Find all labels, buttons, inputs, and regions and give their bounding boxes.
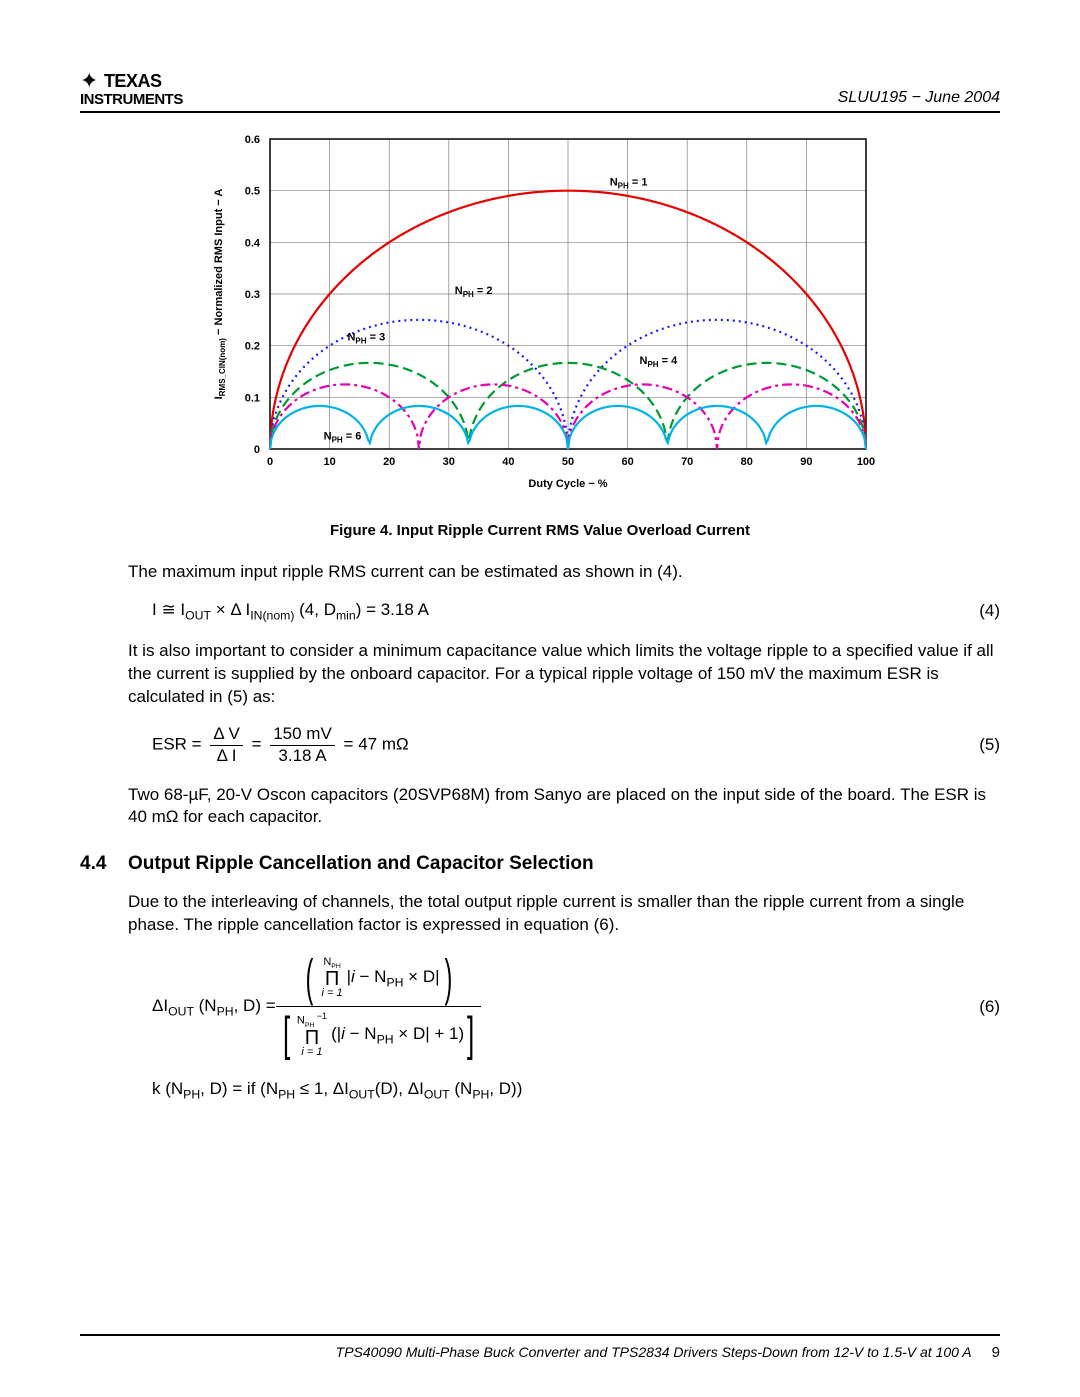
svg-text:40: 40 <box>502 456 514 468</box>
chart-svg: 0 10 20 30 40 50 60 70 80 90 100 0 0.1 0.2 0.3 0.4 0.5 0.… <box>200 131 880 501</box>
svg-text:NPH = 2: NPH = 2 <box>455 285 493 299</box>
svg-text:NPH = 3: NPH = 3 <box>347 332 385 346</box>
ti-icon: ✦ <box>80 68 98 93</box>
eq5-num: (5) <box>979 735 1000 755</box>
doc-meta: SLUU195 − June 2004 <box>838 89 1000 107</box>
logo-bottom: INSTRUMENTS <box>80 92 183 107</box>
svg-text:0.4: 0.4 <box>245 237 261 249</box>
eq5-frac1: Δ V Δ I <box>210 725 242 765</box>
eq4-body: I ≅ IOUT × Δ IIN(nom) (4, Dmin) = 3.18 A <box>152 600 429 622</box>
eq6-frac: ( NPH Π i = 1 |i − NPH × D| ) <box>276 953 482 1060</box>
equation-6b: k (NPH, D) = if (NPH ≤ 1, ΔIOUT(D), ΔIOU… <box>80 1079 1000 1101</box>
paragraph-4: Due to the interleaving of channels, the… <box>80 891 1000 937</box>
svg-text:20: 20 <box>383 456 395 468</box>
figure-caption: Figure 4. Input Ripple Current RMS Value… <box>80 522 1000 539</box>
svg-text:0.3: 0.3 <box>245 289 260 301</box>
product-top: NPH Π i = 1 <box>321 957 342 1000</box>
svg-text:10: 10 <box>323 456 335 468</box>
ripple-chart: 0 10 20 30 40 50 60 70 80 90 100 0 0.1 0.2 0.3 0.4 0.5 0.… <box>200 131 880 506</box>
ti-logo: ✦ TEXAS INSTRUMENTS <box>80 70 183 107</box>
equation-4: I ≅ IOUT × Δ IIN(nom) (4, Dmin) = 3.18 A… <box>80 600 1000 622</box>
svg-text:0: 0 <box>267 456 273 468</box>
equation-6: ΔIOUT (NPH, D) = ( NPH Π i = 1 |i − NPH … <box>80 953 1000 1060</box>
header: ✦ TEXAS INSTRUMENTS SLUU195 − June 2004 <box>80 70 1000 113</box>
section-heading: 4.4 Output Ripple Cancellation and Capac… <box>80 853 1000 875</box>
svg-text:0.5: 0.5 <box>245 186 260 198</box>
product-bot: NPH −1 Π i = 1 <box>297 1012 327 1059</box>
eq5-frac2: 150 mV 3.18 A <box>270 725 335 765</box>
eq6-num: (6) <box>979 997 1000 1017</box>
eq5-body: ESR = Δ V Δ I = 150 mV 3.18 A = 47 mΩ <box>152 725 409 765</box>
svg-text:0: 0 <box>254 444 260 456</box>
svg-text:IRMS_CIN(nom) − Normalized RMS: IRMS_CIN(nom) − Normalized RMS Input − A <box>213 189 227 400</box>
svg-text:NPH = 4: NPH = 4 <box>640 355 679 369</box>
svg-text:NPH = 1: NPH = 1 <box>610 177 648 191</box>
svg-text:30: 30 <box>443 456 455 468</box>
svg-text:NPH = 6: NPH = 6 <box>324 431 362 445</box>
footer: TPS40090 Multi-Phase Buck Converter and … <box>80 1334 1000 1361</box>
svg-text:70: 70 <box>681 456 693 468</box>
svg-text:0.1: 0.1 <box>245 392 260 404</box>
svg-text:80: 80 <box>741 456 753 468</box>
svg-text:0.2: 0.2 <box>245 341 260 353</box>
paragraph-1: The maximum input ripple RMS current can… <box>80 561 1000 584</box>
logo-top: TEXAS <box>99 71 161 91</box>
footer-title: TPS40090 Multi-Phase Buck Converter and … <box>80 1344 972 1360</box>
paragraph-2: It is also important to consider a minim… <box>80 640 1000 709</box>
svg-text:90: 90 <box>800 456 812 468</box>
eq4-num: (4) <box>979 601 1000 621</box>
section-num: 4.4 <box>80 853 128 875</box>
svg-text:0.6: 0.6 <box>245 134 260 146</box>
svg-text:60: 60 <box>621 456 633 468</box>
svg-text:Duty Cycle − %: Duty Cycle − % <box>528 478 607 490</box>
section-title: Output Ripple Cancellation and Capacitor… <box>128 853 594 875</box>
page: ✦ TEXAS INSTRUMENTS SLUU195 − June 2004 … <box>0 0 1080 1397</box>
svg-text:50: 50 <box>562 456 574 468</box>
svg-text:100: 100 <box>857 456 875 468</box>
eq6-body: ΔIOUT (NPH, D) = ( NPH Π i = 1 |i − NPH … <box>152 953 481 1060</box>
equation-5: ESR = Δ V Δ I = 150 mV 3.18 A = 47 mΩ (5… <box>80 725 1000 765</box>
paragraph-3: Two 68-µF, 20-V Oscon capacitors (20SVP6… <box>80 784 1000 830</box>
page-number: 9 <box>992 1344 1000 1361</box>
eq6b-body: k (NPH, D) = if (NPH ≤ 1, ΔIOUT(D), ΔIOU… <box>152 1079 522 1101</box>
